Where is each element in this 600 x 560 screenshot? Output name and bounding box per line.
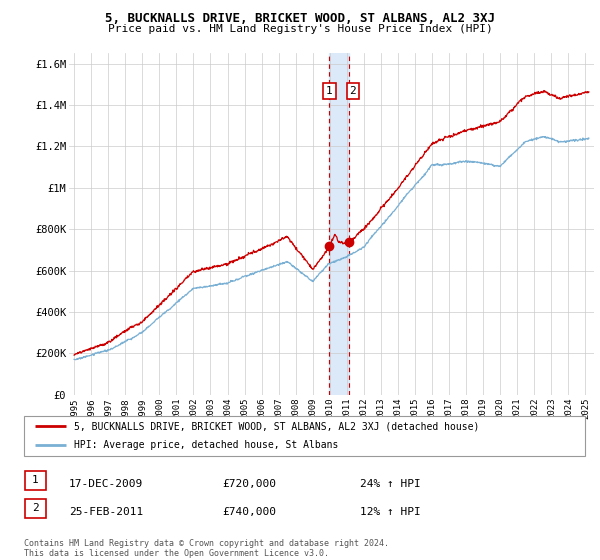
Text: 12% ↑ HPI: 12% ↑ HPI — [360, 507, 421, 517]
Text: 5, BUCKNALLS DRIVE, BRICKET WOOD, ST ALBANS, AL2 3XJ: 5, BUCKNALLS DRIVE, BRICKET WOOD, ST ALB… — [105, 12, 495, 25]
Text: 24% ↑ HPI: 24% ↑ HPI — [360, 479, 421, 489]
Text: Price paid vs. HM Land Registry's House Price Index (HPI): Price paid vs. HM Land Registry's House … — [107, 24, 493, 34]
Text: 1: 1 — [326, 86, 333, 96]
FancyBboxPatch shape — [24, 416, 585, 456]
FancyBboxPatch shape — [25, 499, 46, 518]
Text: £740,000: £740,000 — [222, 507, 276, 517]
Text: £720,000: £720,000 — [222, 479, 276, 489]
Text: 17-DEC-2009: 17-DEC-2009 — [69, 479, 143, 489]
Text: HPI: Average price, detached house, St Albans: HPI: Average price, detached house, St A… — [74, 440, 339, 450]
Text: 1: 1 — [32, 475, 39, 486]
Text: 2: 2 — [32, 503, 39, 514]
FancyBboxPatch shape — [25, 471, 46, 490]
Text: 5, BUCKNALLS DRIVE, BRICKET WOOD, ST ALBANS, AL2 3XJ (detached house): 5, BUCKNALLS DRIVE, BRICKET WOOD, ST ALB… — [74, 421, 480, 431]
Bar — [329, 53, 349, 395]
Text: 2: 2 — [349, 86, 356, 96]
Text: 25-FEB-2011: 25-FEB-2011 — [69, 507, 143, 517]
Text: Contains HM Land Registry data © Crown copyright and database right 2024.
This d: Contains HM Land Registry data © Crown c… — [24, 539, 389, 558]
